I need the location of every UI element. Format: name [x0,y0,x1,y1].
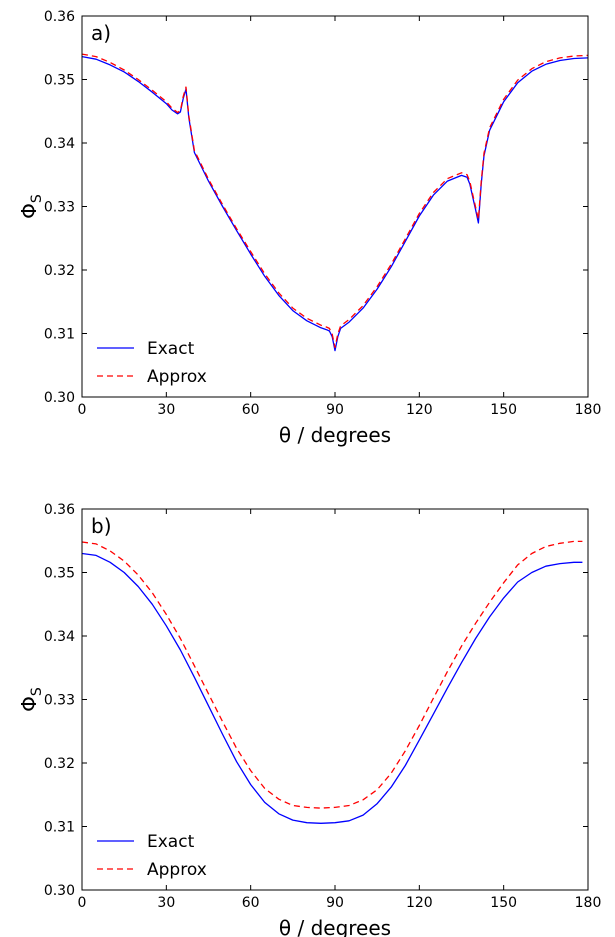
series-line-exact [82,552,583,824]
series-line-exact [82,55,588,352]
x-tick-label: 120 [406,402,433,418]
y-tick-label: 0.34 [44,136,75,152]
x-axis-label: θ / degrees [279,916,391,937]
legend-label-exact: Exact [147,339,195,359]
y-tick-label: 0.31 [44,327,75,343]
y-tick-label: 0.30 [44,883,75,899]
x-tick-label: 90 [326,402,344,418]
series-line-approx [82,53,588,349]
y-tick-label: 0.32 [44,756,75,772]
x-tick-label: 30 [157,402,175,418]
panel-label: a) [91,21,111,45]
x-axis-label: θ / degrees [279,423,391,447]
y-tick-label: 0.30 [44,390,75,406]
x-tick-label: 150 [490,402,517,418]
x-tick-label: 0 [78,402,87,418]
legend-label-approx: Approx [147,367,207,387]
series-group [82,53,588,352]
x-tick-label: 90 [326,895,344,911]
x-tick-label: 150 [490,895,517,911]
legend-label-exact: Exact [147,832,195,852]
y-tick-label: 0.35 [44,566,75,582]
x-tick-label: 60 [242,895,260,911]
legend: Exact Approx [97,832,207,880]
y-tick-label: 0.36 [44,9,75,25]
y-tick-label: 0.34 [44,629,75,645]
x-tick-label: 0 [78,895,87,911]
y-tick-label: 0.33 [44,200,75,216]
series-group [82,540,583,824]
legend-label-approx: Approx [147,860,207,880]
series-line-approx [82,540,583,809]
chart-panel-b: 0 30 60 90 120 150 180 0.30 0.31 0.32 0.33 0.34 0.35… [17,502,601,937]
y-tick-label: 0.32 [44,263,75,279]
panel-label: b) [91,514,112,538]
legend: Exact Approx [97,339,207,387]
chart-panel-a: 0 30 60 90 120 150 180 0.30 0.31 0.32 0.33 0.34 0.35… [17,9,601,447]
y-tick-label: 0.33 [44,693,75,709]
y-tick-label: 0.31 [44,820,75,836]
x-tick-label: 120 [406,895,433,911]
y-tick-label: 0.36 [44,502,75,518]
x-tick-label: 180 [575,895,602,911]
x-tick-label: 30 [157,895,175,911]
y-axis-label: ΦS [17,687,45,712]
x-tick-label: 180 [575,402,602,418]
y-tick-label: 0.35 [44,73,75,89]
y-axis-label: ΦS [17,194,45,219]
x-tick-label: 60 [242,402,260,418]
